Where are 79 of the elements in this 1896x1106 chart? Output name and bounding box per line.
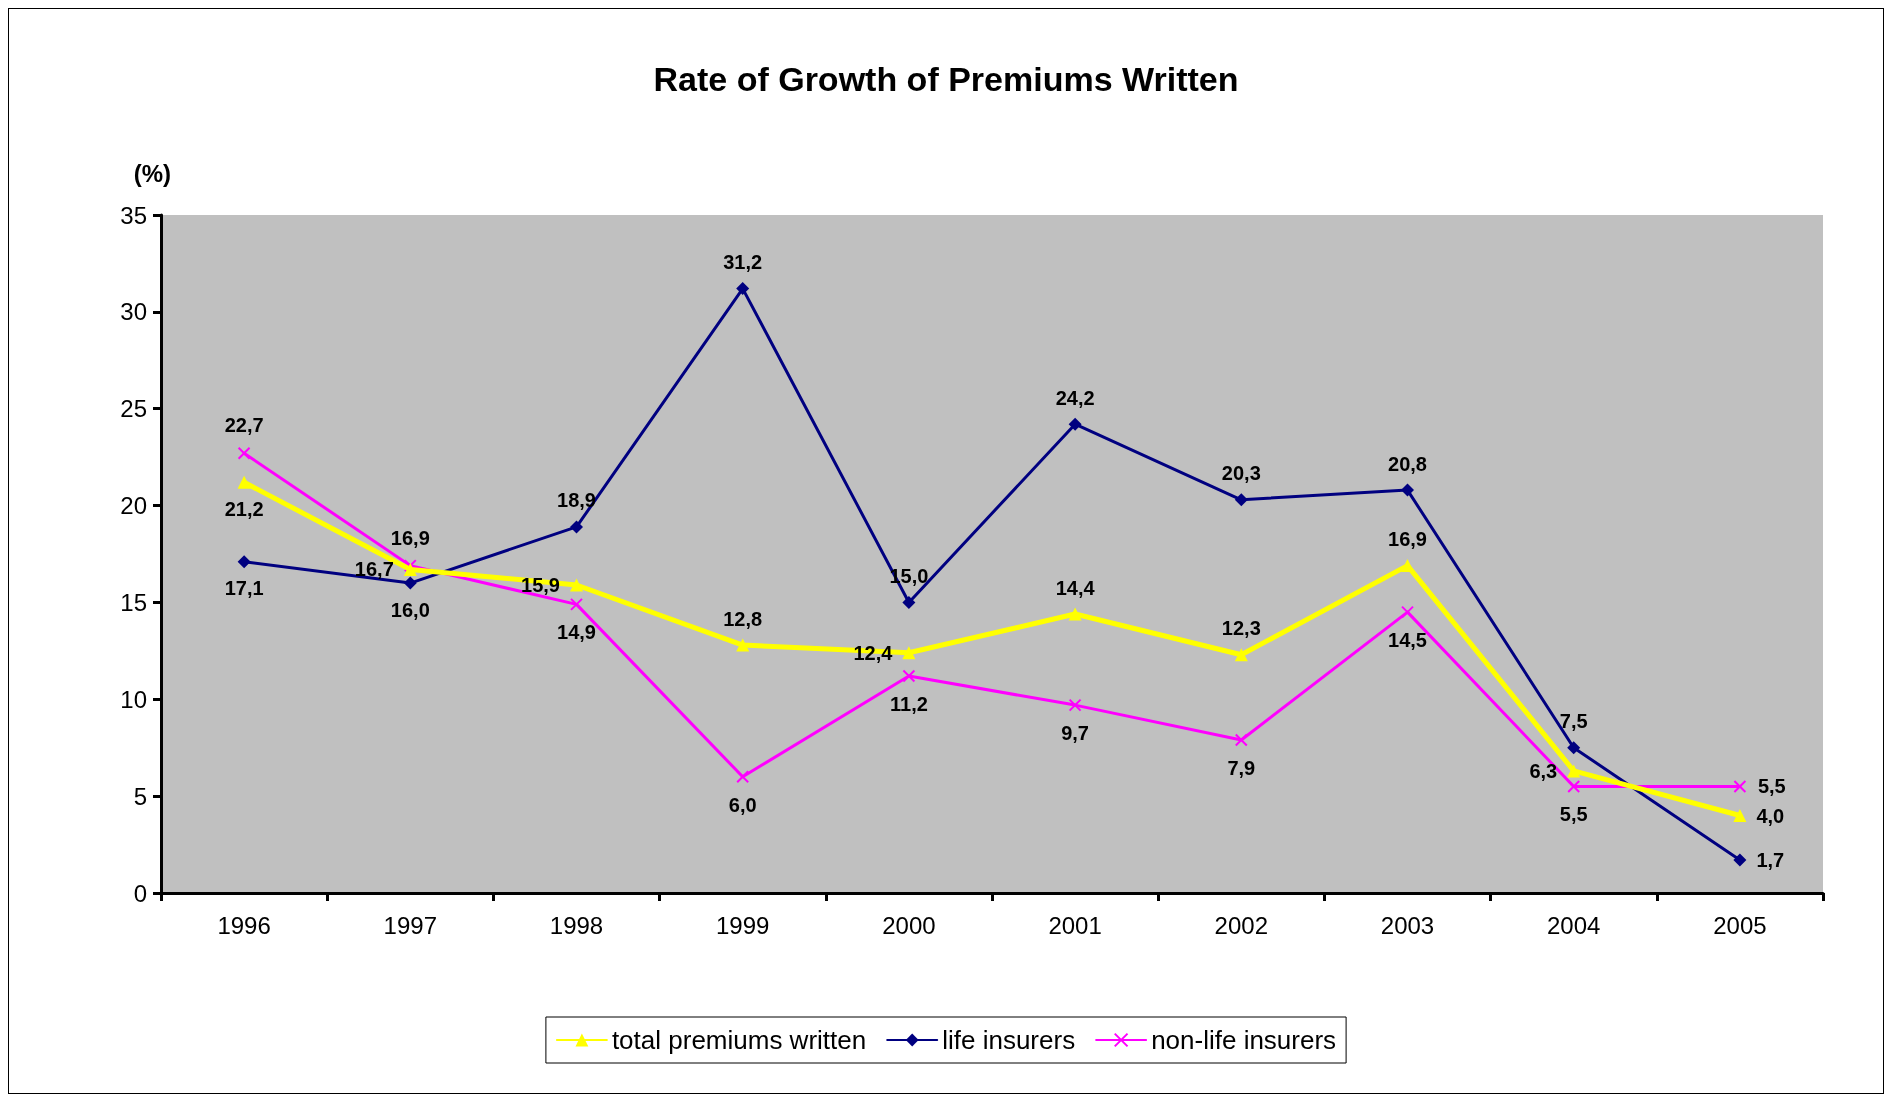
- x-tick-label: 2000: [882, 911, 936, 939]
- data-label: 20,8: [1388, 452, 1427, 475]
- point: [1068, 607, 1082, 621]
- data-label: 9,7: [1061, 722, 1090, 745]
- point: [570, 597, 583, 611]
- x-tick-label: 1999: [716, 911, 770, 939]
- data-label: 17,1: [224, 577, 264, 600]
- point: [1733, 809, 1747, 823]
- point: [237, 555, 251, 569]
- point: [1733, 853, 1747, 867]
- y-tick-label: 0: [133, 879, 147, 907]
- data-label: 14,4: [1055, 576, 1096, 599]
- data-label: 24,2: [1055, 386, 1095, 409]
- point: [1401, 559, 1414, 573]
- data-label: 16,9: [390, 526, 430, 549]
- data-label: 11,2: [889, 693, 928, 716]
- legend-label: non-life insurers: [1151, 1025, 1337, 1055]
- legend-label: total premiums written: [611, 1025, 867, 1055]
- data-label: 5,5: [1757, 775, 1786, 798]
- data-label: 31,2: [723, 251, 763, 274]
- point: [902, 669, 916, 683]
- x-tick-label: 2004: [1547, 911, 1601, 939]
- x-tick-label: 2001: [1048, 911, 1102, 939]
- legend-label: life insurers: [942, 1025, 1076, 1055]
- point: [1401, 483, 1414, 497]
- point: [570, 578, 583, 592]
- data-label: 22,7: [224, 414, 264, 437]
- x-tick-label: 2002: [1214, 911, 1268, 939]
- point: [1733, 779, 1747, 793]
- x-tick-label: 2005: [1713, 911, 1767, 939]
- data-label: 5,5: [1559, 803, 1588, 826]
- point: [570, 520, 583, 534]
- point: [1068, 698, 1082, 712]
- point: [1567, 764, 1581, 778]
- y-tick-label: 5: [133, 782, 147, 810]
- data-label: 14,9: [557, 621, 596, 644]
- point: [237, 475, 251, 489]
- data-label: 7,9: [1227, 756, 1256, 779]
- point: [1567, 779, 1581, 793]
- point: [1401, 605, 1414, 619]
- data-label: 6,0: [728, 793, 757, 816]
- x-tick-label: 1997: [383, 911, 437, 939]
- data-label: 6,3: [1529, 759, 1558, 782]
- x-tick-label: 2003: [1380, 911, 1435, 939]
- data-label: 18,9: [557, 489, 596, 512]
- data-label: 20,3: [1221, 462, 1261, 485]
- data-label: 4,0: [1756, 804, 1785, 827]
- data-label: 14,5: [1388, 629, 1427, 652]
- data-label: 1,7: [1756, 849, 1785, 872]
- point: [403, 563, 417, 576]
- data-label: 16,7: [354, 558, 394, 581]
- y-tick-label: 20: [120, 492, 147, 520]
- chart-title: Rate of Growth of Premiums Written: [653, 60, 1239, 98]
- y-tick-label: 10: [120, 685, 147, 713]
- data-label: 12,8: [723, 607, 763, 630]
- y-tick-label: 30: [120, 298, 147, 326]
- point: [1068, 417, 1082, 431]
- point: [902, 646, 916, 660]
- y-tick-label: 15: [120, 588, 147, 616]
- point: [237, 446, 251, 460]
- point: [1234, 733, 1248, 747]
- point: [1234, 648, 1248, 662]
- point: [1567, 741, 1581, 755]
- y-axis-title: (%): [133, 159, 171, 187]
- data-label: 16,9: [1388, 528, 1427, 551]
- data-label: 16,0: [390, 598, 430, 621]
- point: [736, 282, 750, 296]
- point: [902, 595, 916, 609]
- point: [403, 576, 417, 590]
- x-tick-label: 1998: [549, 911, 604, 939]
- point: [736, 770, 750, 784]
- point: [1234, 493, 1248, 507]
- x-tick-label: 1996: [217, 911, 271, 939]
- data-label: 7,5: [1559, 710, 1588, 733]
- data-label: 12,3: [1221, 617, 1261, 640]
- data-label: 21,2: [224, 497, 264, 520]
- y-tick-label: 25: [120, 395, 147, 423]
- point: [736, 638, 750, 652]
- y-tick-label: 35: [120, 201, 147, 229]
